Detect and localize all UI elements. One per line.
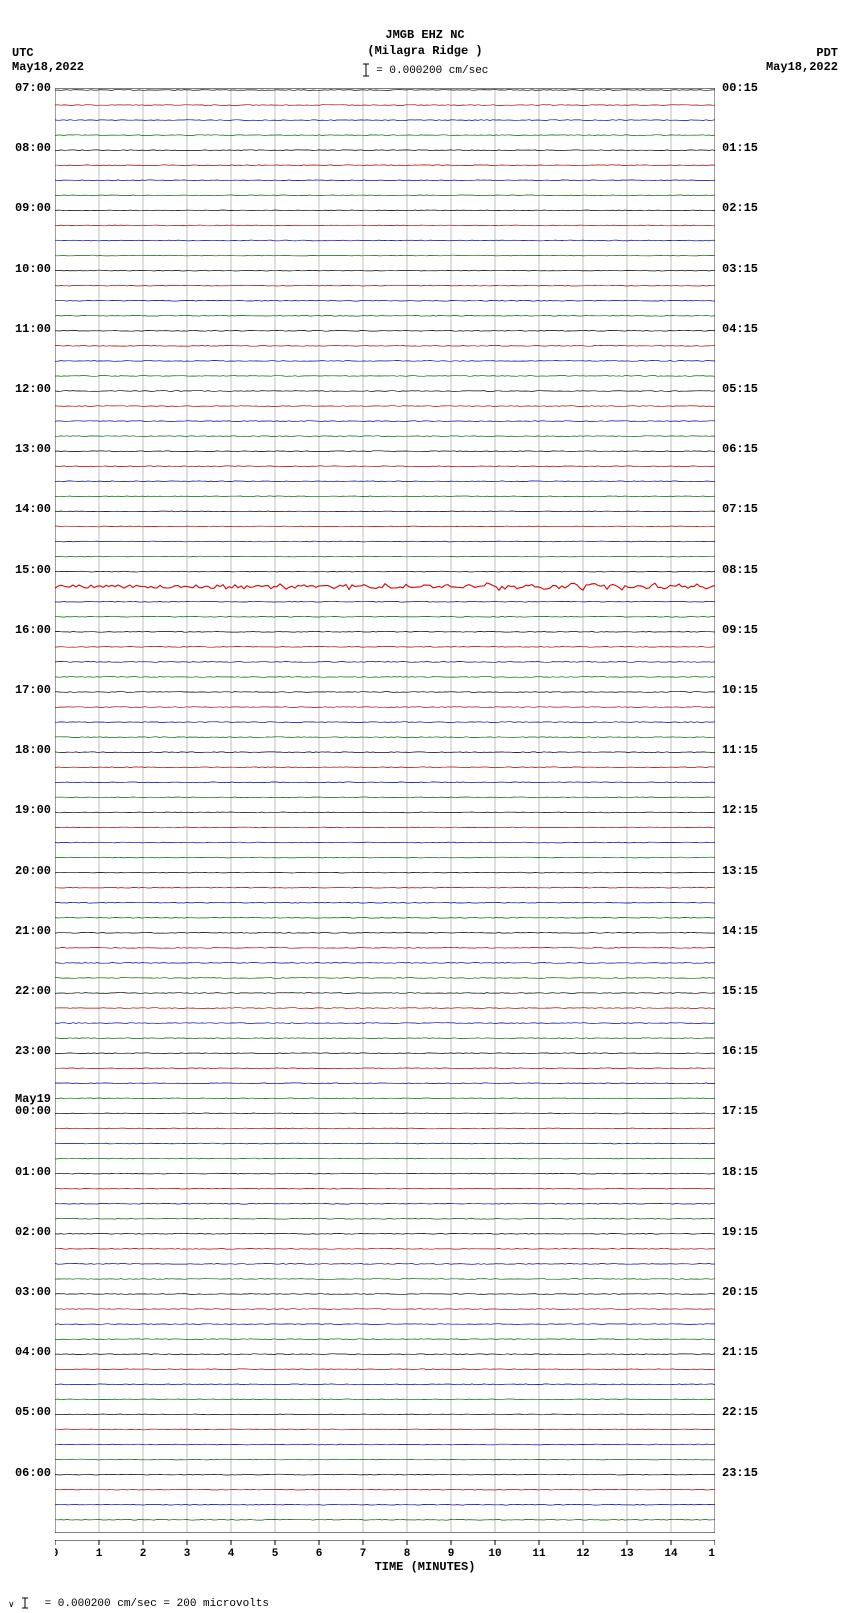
plot-svg (55, 88, 715, 1533)
svg-text:12: 12 (576, 1548, 589, 1560)
pdt-hour-label: 10:15 (722, 683, 758, 697)
pdt-hour-label: 01:15 (722, 141, 758, 155)
pdt-hour-label: 14:15 (722, 924, 758, 938)
pdt-hour-label: 18:15 (722, 1165, 758, 1179)
utc-hour-label: 09:00 (15, 201, 51, 215)
svg-text:0: 0 (55, 1548, 58, 1560)
pdt-hour-label: 09:15 (722, 623, 758, 637)
pdt-hour-label: 08:15 (722, 563, 758, 577)
utc-hour-label: 15:00 (15, 563, 51, 577)
svg-text:5: 5 (272, 1548, 279, 1560)
pdt-hour-label: 04:15 (722, 322, 758, 336)
x-axis-label: TIME (MINUTES) (0, 1560, 850, 1574)
svg-text:10: 10 (488, 1548, 501, 1560)
svg-text:3: 3 (184, 1548, 191, 1560)
pdt-hour-label: 20:15 (722, 1285, 758, 1299)
utc-hour-label: 16:00 (15, 623, 51, 637)
seismogram-container: JMGB EHZ NC (Milagra Ridge ) = 0.000200 … (0, 0, 850, 1613)
svg-text:14: 14 (664, 1548, 678, 1560)
svg-text:13: 13 (620, 1548, 634, 1560)
pdt-hour-label: 07:15 (722, 502, 758, 516)
right-date: May18,2022 (766, 60, 838, 74)
pdt-hour-label: 05:15 (722, 382, 758, 396)
footer-scale-icon: ∨ (8, 1596, 38, 1610)
svg-text:7: 7 (360, 1548, 367, 1560)
utc-hour-label: 19:00 (15, 803, 51, 817)
utc-hour-label: 08:00 (15, 141, 51, 155)
left-date: May18,2022 (12, 60, 84, 74)
amplitude-scale: = 0.000200 cm/sec (0, 62, 850, 78)
svg-text:∨: ∨ (8, 1600, 15, 1610)
svg-text:6: 6 (316, 1548, 323, 1560)
svg-text:4: 4 (228, 1548, 235, 1560)
pdt-hour-label: 21:15 (722, 1345, 758, 1359)
pdt-hour-label: 06:15 (722, 442, 758, 456)
footer-scale: ∨ = 0.000200 cm/sec = 200 microvolts (8, 1596, 269, 1610)
utc-hour-label: 10:00 (15, 262, 51, 276)
pdt-hour-label: 02:15 (722, 201, 758, 215)
utc-hour-label: 17:00 (15, 683, 51, 697)
footer-text: = 0.000200 cm/sec = 200 microvolts (38, 1598, 269, 1610)
svg-text:9: 9 (448, 1548, 455, 1560)
pdt-hour-label: 12:15 (722, 803, 758, 817)
utc-hour-label: 14:00 (15, 502, 51, 516)
utc-hour-label: 06:00 (15, 1466, 51, 1480)
station-subtitle: (Milagra Ridge ) (0, 44, 850, 58)
station-title: JMGB EHZ NC (0, 28, 850, 42)
pdt-hour-label: 11:15 (722, 743, 758, 757)
utc-hour-label: 12:00 (15, 382, 51, 396)
pdt-hour-label: 23:15 (722, 1466, 758, 1480)
scale-bar-icon (362, 62, 370, 78)
utc-hour-label: 11:00 (15, 322, 51, 336)
svg-text:1: 1 (96, 1548, 103, 1560)
svg-text:15: 15 (708, 1548, 715, 1560)
utc-hour-label: 02:00 (15, 1225, 51, 1239)
utc-hour-label: 13:00 (15, 442, 51, 456)
pdt-time-labels: 00:1501:1502:1503:1504:1505:1506:1507:15… (718, 88, 838, 1533)
pdt-hour-label: 22:15 (722, 1405, 758, 1419)
utc-hour-label: 07:00 (15, 81, 51, 95)
seismogram-plot (55, 88, 715, 1533)
pdt-hour-label: 03:15 (722, 262, 758, 276)
x-axis-svg: 0123456789101112131415 (55, 1540, 715, 1560)
pdt-hour-label: 16:15 (722, 1044, 758, 1058)
pdt-hour-label: 19:15 (722, 1225, 758, 1239)
utc-hour-label: 05:00 (15, 1405, 51, 1419)
pdt-hour-label: 17:15 (722, 1104, 758, 1118)
utc-hour-label: 01:00 (15, 1165, 51, 1179)
scale-text: = 0.000200 cm/sec (376, 65, 488, 77)
right-timezone: PDT (816, 46, 838, 60)
svg-text:11: 11 (532, 1548, 546, 1560)
x-axis: 0123456789101112131415 (55, 1540, 715, 1560)
pdt-hour-label: 15:15 (722, 984, 758, 998)
utc-hour-label: 21:00 (15, 924, 51, 938)
svg-text:2: 2 (140, 1548, 147, 1560)
utc-hour-label: 23:00 (15, 1044, 51, 1058)
svg-text:8: 8 (404, 1548, 411, 1560)
left-timezone: UTC (12, 46, 34, 60)
utc-hour-label: 20:00 (15, 864, 51, 878)
utc-hour-label: 04:00 (15, 1345, 51, 1359)
utc-time-labels: 07:0008:0009:0010:0011:0012:0013:0014:00… (0, 88, 55, 1533)
utc-hour-label: 18:00 (15, 743, 51, 757)
utc-hour-label: 03:00 (15, 1285, 51, 1299)
utc-hour-label: 22:00 (15, 984, 51, 998)
pdt-hour-label: 13:15 (722, 864, 758, 878)
utc-midnight-label: May1900:00 (15, 1093, 51, 1117)
pdt-hour-label: 00:15 (722, 81, 758, 95)
